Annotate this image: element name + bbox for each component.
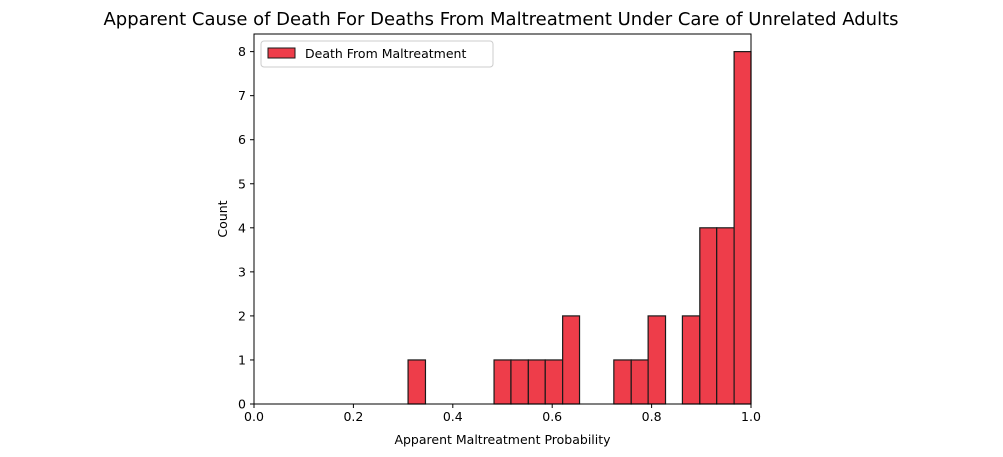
bars-layer bbox=[407, 51, 752, 405]
histogram-bar-10 bbox=[699, 227, 718, 405]
histogram-bar-12 bbox=[733, 51, 752, 405]
y-tick-label: 8 bbox=[238, 44, 246, 59]
histogram-bar-8 bbox=[647, 315, 667, 405]
histogram-bar-11 bbox=[716, 227, 735, 405]
histogram-bar-0 bbox=[407, 359, 427, 405]
y-tick-label: 2 bbox=[238, 308, 246, 323]
x-tick-label: 0.8 bbox=[642, 409, 662, 424]
plot-frame bbox=[253, 33, 752, 405]
histogram-bar-2 bbox=[510, 359, 529, 405]
histogram-bar-1 bbox=[493, 359, 512, 405]
y-tick-label: 1 bbox=[238, 352, 246, 367]
legend-label: Death From Maltreatment bbox=[305, 46, 466, 61]
x-axis-label: Apparent Maltreatment Probability bbox=[394, 432, 611, 447]
histogram-bar-4 bbox=[544, 359, 564, 405]
x-tick-label: 0.0 bbox=[244, 409, 264, 424]
x-axis-ticks: 0.0 0.2 0.4 0.6 0.8 1.0 bbox=[244, 404, 761, 424]
histogram-bar-9 bbox=[681, 315, 701, 405]
x-tick-label: 0.2 bbox=[343, 409, 363, 424]
y-axis-ticks: 0 1 2 3 4 5 6 7 8 bbox=[238, 44, 254, 412]
y-tick-label: 0 bbox=[238, 397, 246, 412]
chart-title: Apparent Cause of Death For Deaths From … bbox=[103, 9, 898, 30]
legend: Death From Maltreatment bbox=[260, 40, 494, 68]
histogram-bar-7 bbox=[630, 359, 649, 405]
legend-box bbox=[260, 40, 494, 68]
histogram-bar-6 bbox=[613, 359, 632, 405]
histogram-bar-5 bbox=[562, 315, 581, 405]
x-tick-label: 0.4 bbox=[443, 409, 463, 424]
y-tick-label: 4 bbox=[238, 220, 246, 235]
histogram-bar-3 bbox=[527, 359, 546, 405]
x-tick-label: 0.6 bbox=[542, 409, 562, 424]
x-tick-label: 1.0 bbox=[741, 409, 761, 424]
y-tick-label: 7 bbox=[238, 88, 246, 103]
y-tick-label: 3 bbox=[238, 264, 246, 279]
y-tick-label: 5 bbox=[238, 176, 246, 191]
y-axis-label: Count bbox=[215, 200, 230, 237]
y-tick-label: 6 bbox=[238, 132, 246, 147]
legend-swatch bbox=[267, 47, 296, 59]
